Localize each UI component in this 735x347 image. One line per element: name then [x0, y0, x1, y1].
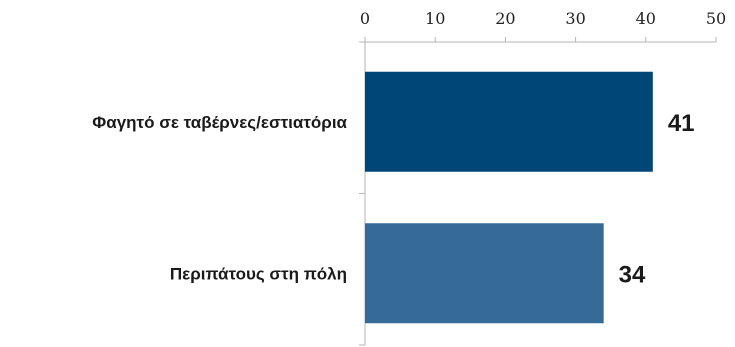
- data-label: 41: [668, 110, 695, 137]
- category-label: Φαγητό σε ταβέρνες/εστιατόρια: [92, 113, 347, 132]
- x-tick-label: 20: [495, 9, 515, 28]
- category-label: Περιπάτους στη πόλη: [170, 264, 347, 283]
- x-tick-label: 50: [706, 9, 726, 28]
- bar-1: [365, 71, 653, 172]
- x-tick-label: 30: [565, 9, 585, 28]
- x-tick-label: 10: [425, 9, 445, 28]
- data-label: 34: [619, 261, 646, 288]
- bars-group: Φαγητό σε ταβέρνες/εστιατόρια 41 Περιπάτου…: [92, 71, 695, 324]
- x-tick-label: 0: [360, 9, 370, 28]
- x-tick-label: 40: [636, 9, 656, 28]
- bar-2: [365, 223, 604, 324]
